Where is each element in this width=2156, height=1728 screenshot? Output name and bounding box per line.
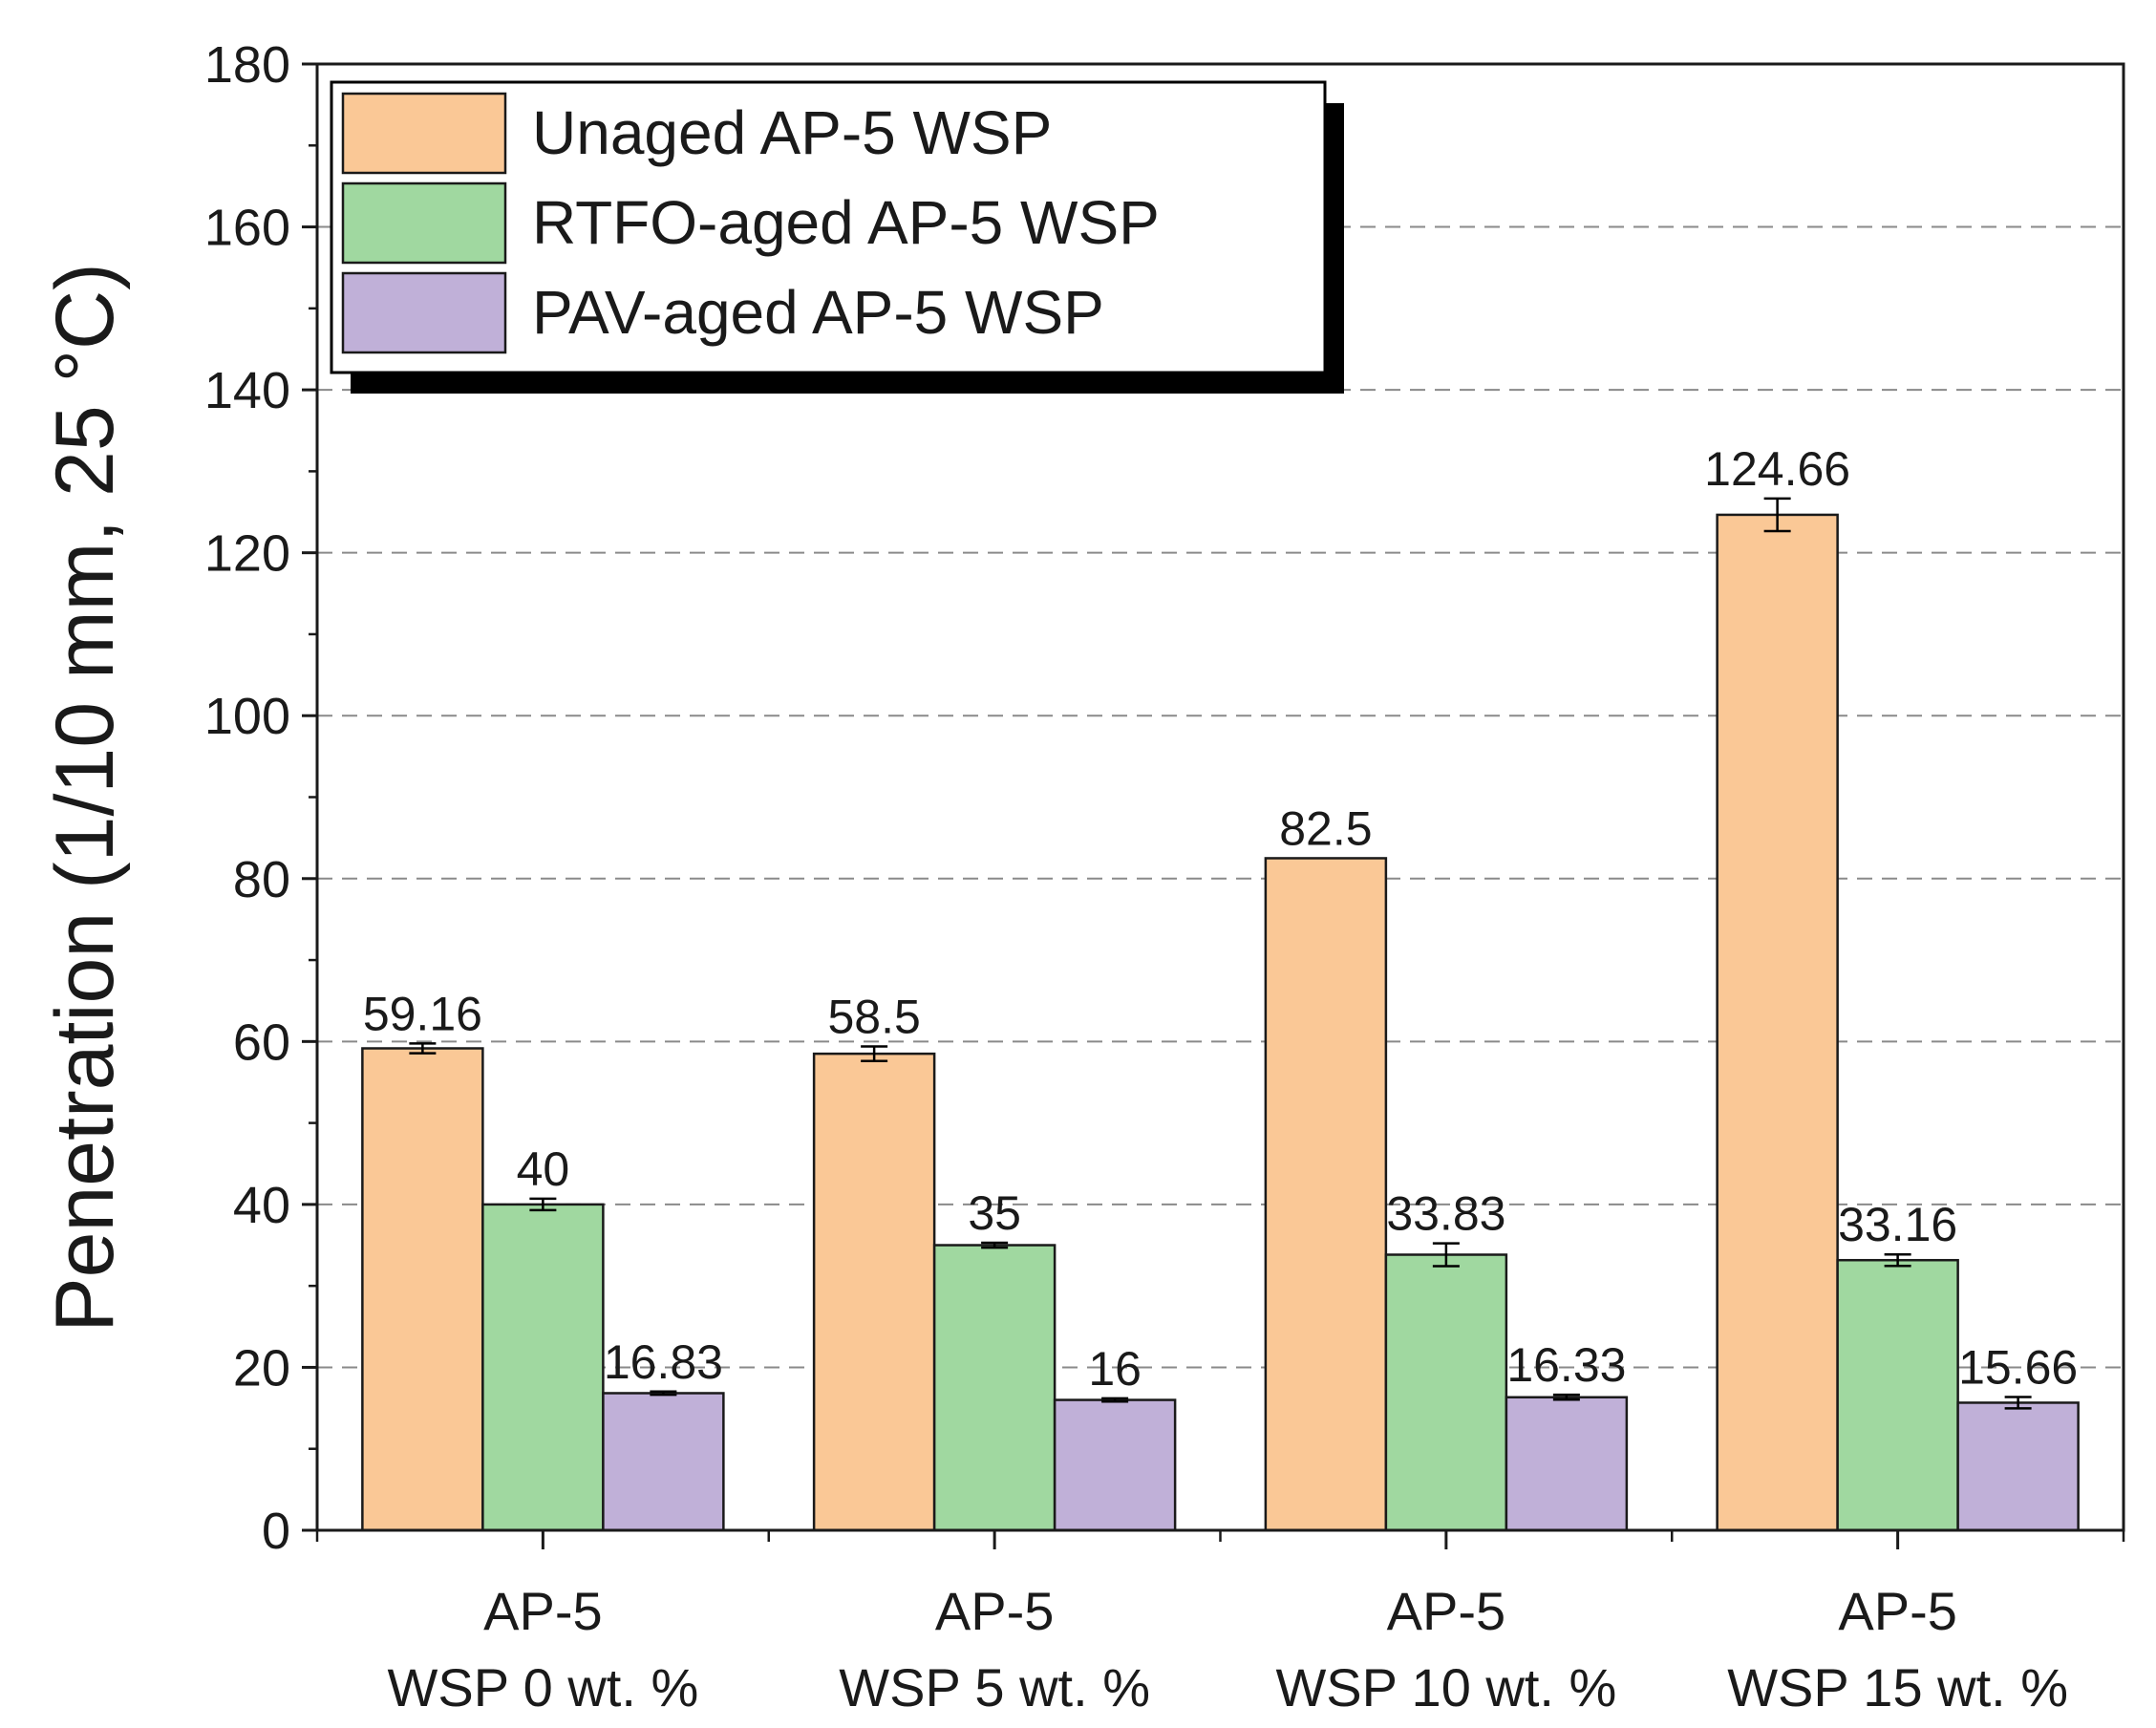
data-label-series0-cat3: 124.66 bbox=[1704, 442, 1850, 496]
data-label-series2-cat2: 16.33 bbox=[1506, 1338, 1626, 1392]
bar-groups bbox=[361, 497, 2080, 1532]
bar-series0-cat2 bbox=[1264, 857, 1388, 1532]
x-tick-label-line2: WSP 5 wt. % bbox=[839, 1657, 1150, 1717]
data-label-series0-cat0: 59.16 bbox=[363, 987, 482, 1040]
data-label-series1-cat0: 40 bbox=[517, 1142, 570, 1196]
y-tick-label: 60 bbox=[233, 1013, 290, 1071]
x-tick-label-line1: AP-5 bbox=[1838, 1581, 1957, 1641]
data-label-series2-cat1: 16 bbox=[1088, 1342, 1142, 1396]
bar-series2-cat3 bbox=[1956, 1401, 2080, 1532]
x-tick-label-line2: WSP 15 wt. % bbox=[1727, 1657, 2068, 1717]
bar-series1-cat0 bbox=[481, 1203, 605, 1532]
y-tick-label: 40 bbox=[233, 1177, 290, 1234]
x-tick-label-line1: AP-5 bbox=[483, 1581, 603, 1641]
data-label-series2-cat0: 16.83 bbox=[604, 1335, 723, 1389]
legend-swatch-series1 bbox=[341, 181, 507, 265]
y-tick-label: 140 bbox=[204, 362, 290, 419]
y-tick-label: 20 bbox=[233, 1339, 290, 1397]
y-tick-label: 180 bbox=[204, 36, 290, 94]
data-label-series2-cat3: 15.66 bbox=[1958, 1340, 2078, 1394]
bar-series2-cat1 bbox=[1053, 1398, 1177, 1532]
x-tick-label-line1: AP-5 bbox=[935, 1581, 1055, 1641]
data-label-series1-cat3: 33.16 bbox=[1838, 1198, 1957, 1251]
legend-swatch-series2 bbox=[341, 271, 507, 354]
y-tick-label: 80 bbox=[233, 851, 290, 908]
bar-series0-cat3 bbox=[1716, 513, 1839, 1532]
y-axis-title: Penetration (1/10 mm, 25 °C) bbox=[39, 263, 131, 1332]
bar-series0-cat0 bbox=[361, 1047, 484, 1532]
y-tick-label: 120 bbox=[204, 525, 290, 583]
axes: 0 20 40 60 80 100 120 140 160 180 AP-5 WSP 0 wt. % A… bbox=[204, 36, 2125, 1717]
bar-series2-cat2 bbox=[1505, 1396, 1629, 1532]
bar-series0-cat1 bbox=[812, 1052, 936, 1532]
legend-label-series1: RTFO-aged AP-5 WSP bbox=[532, 188, 1160, 257]
data-label-series1-cat2: 33.83 bbox=[1386, 1187, 1505, 1241]
bar-series2-cat0 bbox=[602, 1392, 725, 1532]
grid-lines bbox=[317, 225, 2124, 1369]
y-tick-label: 0 bbox=[262, 1503, 290, 1560]
y-tick-label: 100 bbox=[204, 688, 290, 745]
legend-label-series0: Unaged AP-5 WSP bbox=[532, 98, 1052, 167]
y-tick-label: 160 bbox=[204, 200, 290, 257]
bar-series1-cat3 bbox=[1836, 1258, 1959, 1532]
data-label-series0-cat2: 82.5 bbox=[1279, 801, 1372, 855]
x-tick-label-line2: WSP 0 wt. % bbox=[388, 1657, 699, 1717]
legend: Unaged AP-5 WSP RTFO-aged AP-5 WSP PAV-age… bbox=[330, 80, 1344, 394]
x-tick-label-line1: AP-5 bbox=[1387, 1581, 1506, 1641]
bar-series1-cat1 bbox=[932, 1244, 1057, 1532]
legend-swatch-series0 bbox=[341, 92, 507, 175]
data-label-series1-cat1: 35 bbox=[968, 1186, 1021, 1240]
legend-label-series2: PAV-aged AP-5 WSP bbox=[532, 278, 1104, 347]
data-label-series0-cat1: 58.5 bbox=[827, 990, 920, 1043]
bar-series1-cat2 bbox=[1384, 1253, 1508, 1532]
data-labels: 59.16 58.5 82.5 124.66 40 35 33.83 33.16 16.83 16… bbox=[363, 442, 2078, 1396]
x-tick-label-line2: WSP 10 wt. % bbox=[1275, 1657, 1616, 1717]
